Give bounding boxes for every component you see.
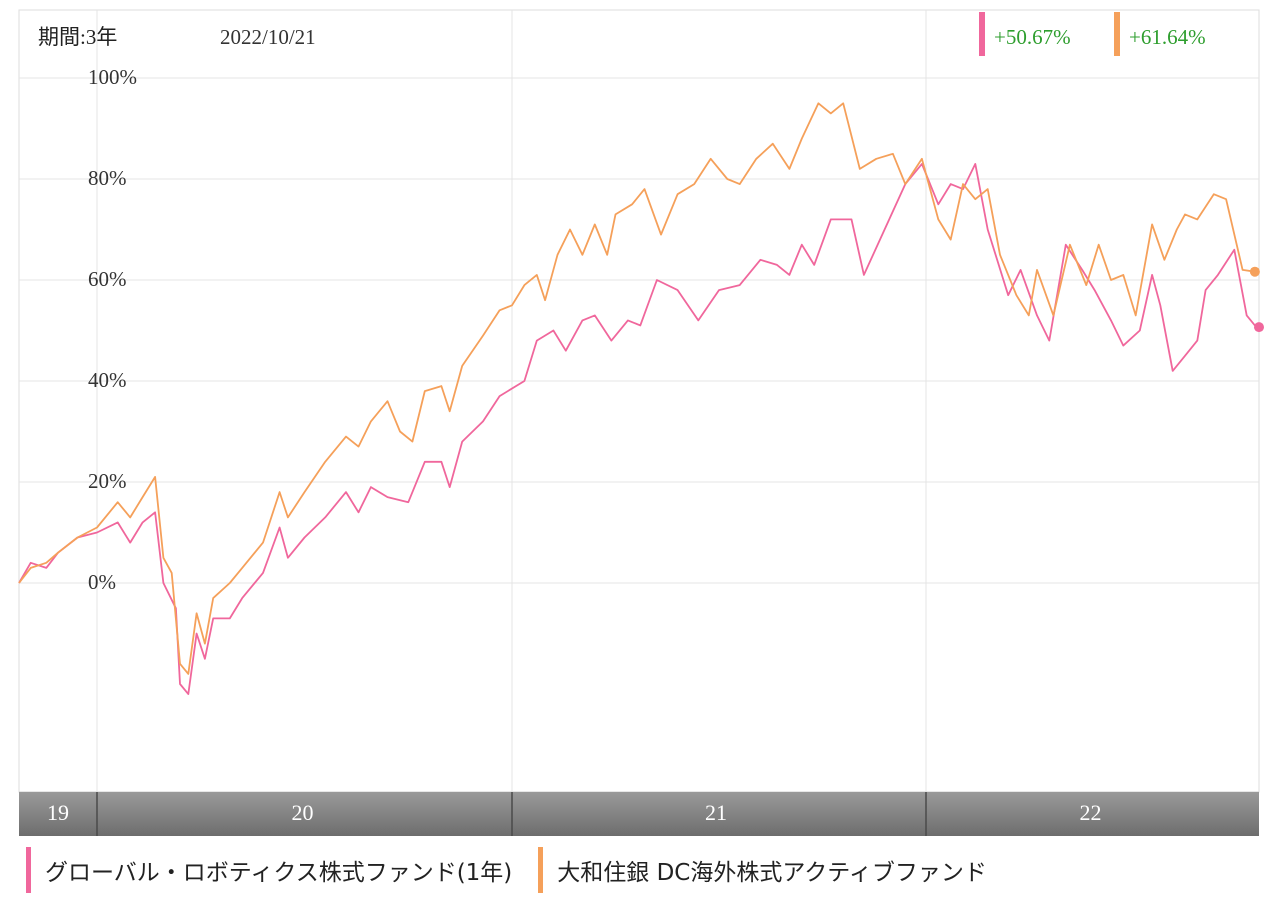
y-tick-label: 100% bbox=[88, 65, 137, 89]
grid-layer bbox=[18, 9, 1260, 836]
y-tick-label: 0% bbox=[88, 570, 116, 594]
return-value: +61.64% bbox=[1129, 25, 1206, 49]
legend-label: グローバル・ロボティクス株式ファンド(1年) bbox=[45, 860, 513, 886]
return-value: +50.67% bbox=[994, 25, 1071, 49]
x-tick-label: 20 bbox=[292, 800, 314, 825]
legend-label: 大和住銀 DC海外株式アクティブファンド bbox=[557, 860, 987, 886]
x-tick-label: 19 bbox=[47, 800, 69, 825]
legend: グローバル・ロボティクス株式ファンド(1年) 大和住銀 DC海外株式アクティブフ… bbox=[26, 846, 1013, 894]
series-end-marker bbox=[1249, 266, 1260, 277]
date-label: 2022/10/21 bbox=[220, 25, 316, 49]
label-layer: 100% 80% 60% 40% 20% 0% 19 20 21 22 期間:3年 2022/10/2… bbox=[38, 12, 1206, 825]
legend-swatch bbox=[538, 847, 544, 893]
y-tick-label: 40% bbox=[88, 368, 127, 392]
performance-chart: 100% 80% 60% 40% 20% 0% 19 20 21 22 期間:3年 2022/10/2… bbox=[18, 9, 1264, 836]
x-tick-label: 21 bbox=[705, 800, 727, 825]
y-tick-label: 20% bbox=[88, 469, 127, 493]
y-tick-label: 80% bbox=[88, 166, 127, 190]
series-end-marker bbox=[1254, 322, 1264, 333]
series-line bbox=[18, 162, 1260, 695]
x-tick-label: 22 bbox=[1080, 800, 1102, 825]
legend-item-robotics: グローバル・ロボティクス株式ファンド(1年) bbox=[26, 847, 512, 893]
return-swatch bbox=[979, 12, 985, 56]
legend-item-dc-active: 大和住銀 DC海外株式アクティブファンド bbox=[538, 847, 987, 893]
year-axis-bar bbox=[19, 792, 1259, 836]
y-tick-label: 60% bbox=[88, 267, 127, 291]
legend-swatch bbox=[26, 847, 31, 893]
chart-area: 100% 80% 60% 40% 20% 0% 19 20 21 22 期間:3年 2022/10/2… bbox=[18, 9, 1264, 836]
series-line bbox=[18, 102, 1256, 675]
series-layer bbox=[18, 102, 1264, 695]
return-swatch bbox=[1114, 12, 1120, 56]
period-label: 期間:3年 bbox=[38, 25, 117, 49]
